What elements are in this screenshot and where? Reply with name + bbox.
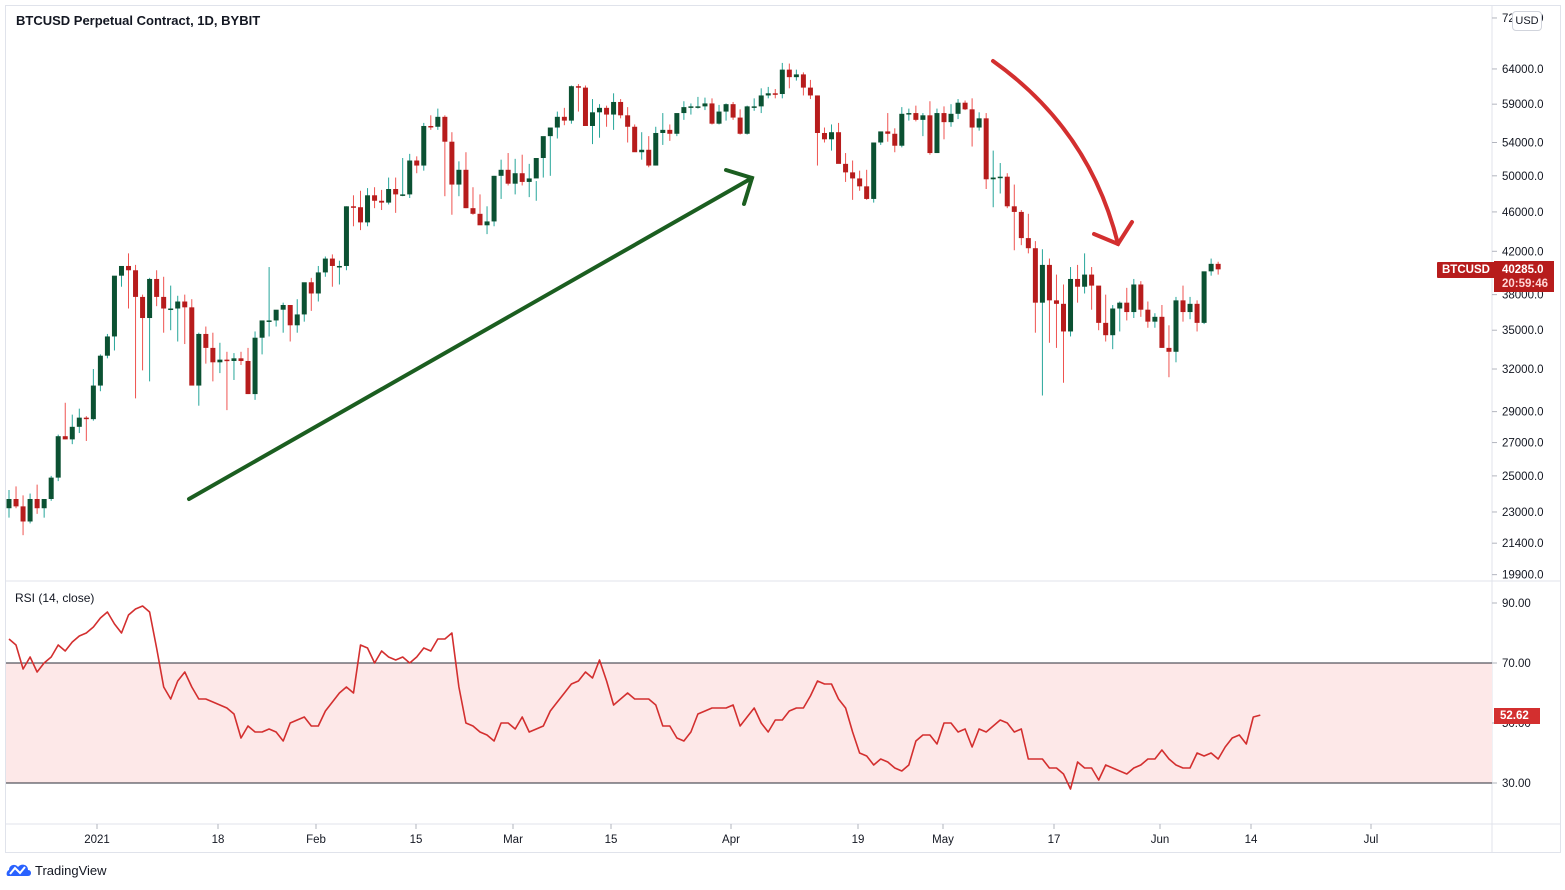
tradingview-cloud-icon [6,864,31,876]
time-tick-label: Apr [722,834,740,846]
time-tick-label: Jun [1151,834,1170,846]
price-tick-label: 59000.0 [1502,99,1544,111]
rsi-band-fill [6,663,1492,783]
chart-title: BTCUSD Perpetual Contract, 1D, BYBIT [16,13,261,28]
bar-countdown: 20:59:46 [1502,278,1549,290]
currency-button[interactable]: USD [1512,11,1542,31]
tradingview-brand: TradingView [35,862,107,878]
price-tick-label: 32000.0 [1502,364,1544,376]
time-tick-label: 19 [852,834,865,846]
time-tick-label: 14 [1245,834,1258,846]
time-tick-label: Feb [306,834,326,846]
rsi-line [8,605,1261,790]
time-tick-label: 18 [212,834,225,846]
time-axis[interactable]: 2021 18 Feb 15 Mar 15 Apr 19 May 17 Jun 14 Jul [84,824,1378,846]
downtrend-arrow-annotation[interactable] [991,59,1134,247]
price-tick-label: 50000.0 [1502,171,1544,183]
price-tick-label: 21400.0 [1502,538,1544,550]
last-price: 40285.0 [1502,264,1544,276]
rsi-value-badge: 52.62 [1494,708,1540,724]
uptrend-arrow-annotation[interactable] [187,168,755,501]
price-tick-label: 46000.0 [1502,207,1544,219]
candlestick-series [6,62,1221,536]
symbol-badge: BTCUSD [1437,262,1495,278]
rsi-indicator-label[interactable]: RSI (14, close) [15,591,95,605]
price-tick-label: 27000.0 [1502,438,1544,450]
price-tick-label: 29000.0 [1502,407,1544,419]
price-tick-label: 38000.0 [1502,290,1544,302]
tradingview-logo[interactable]: TradingView [6,862,107,878]
chart-frame [5,5,1561,853]
rsi-tick-label: 30.00 [1502,778,1531,790]
price-axis[interactable]: 72000.064000.059000.054000.050000.046000… [1492,13,1544,582]
price-tick-label: 25000.0 [1502,471,1544,483]
rsi-tick-label: 90.00 [1502,598,1531,610]
time-tick-label: Mar [503,834,523,846]
price-tick-label: 64000.0 [1502,64,1544,76]
time-tick-label: Jul [1364,834,1379,846]
price-tick-label: 19900.0 [1502,570,1544,582]
time-tick-label: 15 [605,834,618,846]
last-price-badge: 40285.0 20:59:46 [1494,261,1554,292]
price-tick-label: 35000.0 [1502,325,1544,337]
time-tick-label: 2021 [84,834,110,846]
time-tick-label: 17 [1048,834,1061,846]
price-tick-label: 42000.0 [1502,246,1544,258]
time-tick-label: May [932,834,954,846]
price-tick-label: 23000.0 [1502,507,1544,519]
rsi-tick-label: 70.00 [1502,658,1531,670]
time-tick-label: 15 [410,834,423,846]
price-tick-label: 54000.0 [1502,138,1544,150]
